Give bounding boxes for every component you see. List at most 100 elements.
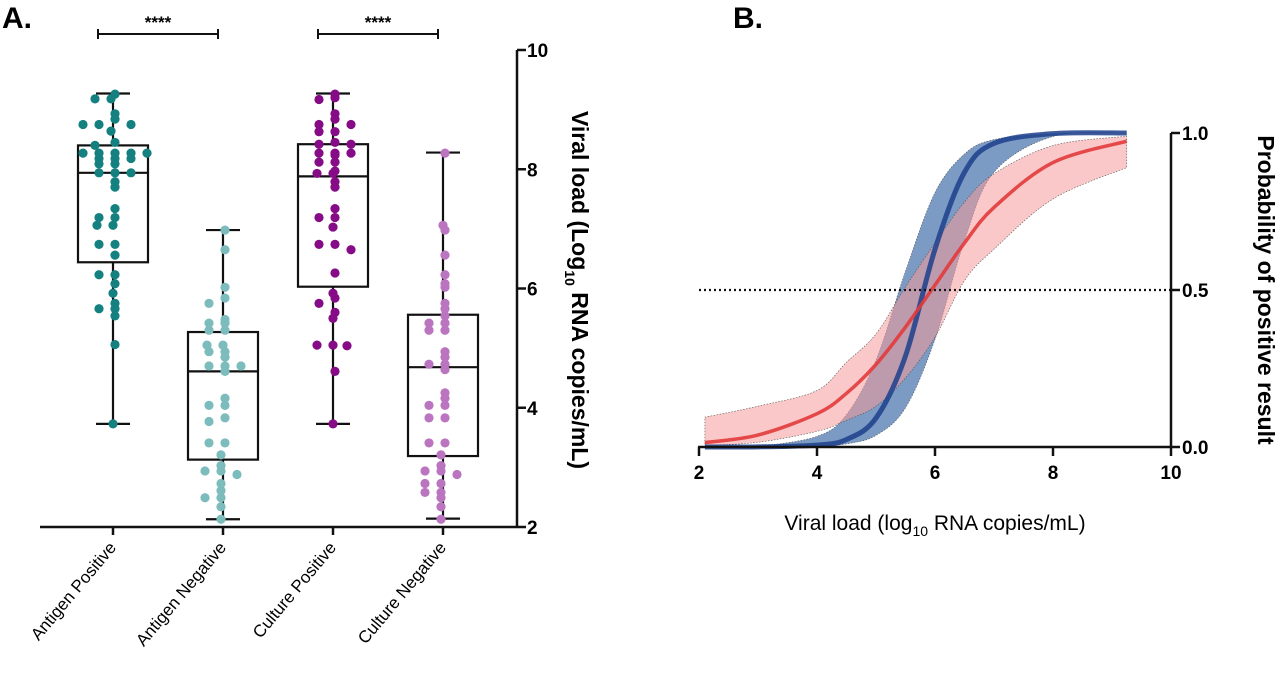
data-point xyxy=(330,366,340,376)
data-point xyxy=(220,438,230,448)
data-point xyxy=(314,139,324,149)
data-point xyxy=(94,168,104,178)
data-point xyxy=(204,325,214,335)
data-point xyxy=(440,318,450,328)
data-point xyxy=(204,438,214,448)
data-point xyxy=(330,239,340,249)
y-axis-label-a: Viral load (Log10 RNA copies/mL) xyxy=(562,111,593,469)
data-point xyxy=(110,304,120,314)
x-tick-label-b: 4 xyxy=(812,463,823,484)
panel-a-label: A. xyxy=(2,2,32,35)
y-tick-label-b: 0.5 xyxy=(1182,281,1209,302)
x-tick-label-b: 2 xyxy=(694,463,705,484)
y-tick-label-b: 0.0 xyxy=(1182,438,1208,459)
data-point xyxy=(220,413,230,423)
data-point xyxy=(94,239,104,249)
data-point xyxy=(346,139,356,149)
data-point xyxy=(342,341,352,351)
data-point xyxy=(424,438,434,448)
data-point xyxy=(204,318,214,328)
data-point xyxy=(204,347,214,357)
data-point xyxy=(94,304,104,314)
category-label: Antigen Negative xyxy=(132,538,230,649)
data-point xyxy=(314,212,324,223)
data-point xyxy=(216,502,226,512)
data-point xyxy=(108,419,118,429)
data-point xyxy=(330,93,340,103)
data-point xyxy=(110,168,120,178)
data-point xyxy=(424,359,434,369)
data-point xyxy=(452,469,462,480)
box-iqr xyxy=(406,313,480,458)
data-point xyxy=(440,304,450,314)
data-point xyxy=(424,318,434,328)
box-plots xyxy=(76,92,480,521)
data-point xyxy=(314,119,324,130)
data-point xyxy=(440,148,450,158)
data-point xyxy=(440,400,450,410)
data-point xyxy=(436,478,446,489)
data-point xyxy=(94,212,104,223)
data-point xyxy=(328,168,338,179)
fit-curve xyxy=(704,130,1127,450)
data-point xyxy=(94,270,104,280)
data-point xyxy=(110,137,120,148)
data-point xyxy=(110,279,120,289)
data-point xyxy=(200,493,210,503)
data-point xyxy=(436,450,446,460)
data-point xyxy=(216,493,226,503)
data-point xyxy=(330,182,340,192)
data-point xyxy=(420,466,430,476)
data-point xyxy=(420,487,430,498)
data-point xyxy=(110,239,120,249)
data-point xyxy=(440,270,450,280)
data-point xyxy=(330,137,340,148)
data-point xyxy=(126,168,136,178)
data-point xyxy=(330,157,340,167)
data-point xyxy=(330,204,340,214)
data-point xyxy=(330,127,340,137)
y-tick-label-a: 6 xyxy=(527,280,538,301)
data-point xyxy=(90,140,100,150)
data-point xyxy=(220,366,230,376)
category-label: Culture Negative xyxy=(354,538,450,647)
axes-b: 2 4 6 8 100.0 0.5 1.0 xyxy=(694,124,1209,484)
data-point xyxy=(220,352,230,362)
y-tick-label-b: 1.0 xyxy=(1182,124,1208,145)
data-point xyxy=(108,220,118,230)
data-point xyxy=(220,393,230,403)
data-point xyxy=(314,239,324,249)
y-tick-label-a: 8 xyxy=(527,160,538,181)
data-point xyxy=(314,298,324,309)
data-point xyxy=(204,298,214,309)
data-point xyxy=(440,225,450,235)
x-tick-label-b: 10 xyxy=(1160,463,1181,484)
data-point xyxy=(78,119,88,130)
data-point xyxy=(346,245,356,255)
data-point xyxy=(220,318,230,328)
data-point xyxy=(440,393,450,403)
data-point xyxy=(94,119,104,130)
data-point xyxy=(346,119,356,130)
data-point xyxy=(314,148,324,158)
panel-b-label: B. xyxy=(733,2,763,35)
data-point xyxy=(420,478,430,489)
data-point xyxy=(436,514,446,524)
data-point xyxy=(436,493,446,503)
x-axis-label-b: Viral load (log10 RNA copies/mL) xyxy=(784,512,1085,539)
category-label: Antigen Positive xyxy=(27,538,120,644)
data-point xyxy=(436,502,446,512)
data-point xyxy=(330,293,340,303)
panel-b: B. 2 4 6 8 100.0 0.5 1.0 Viral load (log10 RNA… xyxy=(694,2,1279,539)
data-point xyxy=(220,225,230,235)
data-point xyxy=(312,340,322,350)
data-point xyxy=(220,400,230,410)
data-point xyxy=(440,438,450,448)
data-point xyxy=(236,361,246,371)
data-point xyxy=(110,311,120,321)
data-point xyxy=(440,325,450,335)
data-point xyxy=(330,114,340,124)
data-point xyxy=(106,94,116,104)
data-point xyxy=(424,413,434,423)
